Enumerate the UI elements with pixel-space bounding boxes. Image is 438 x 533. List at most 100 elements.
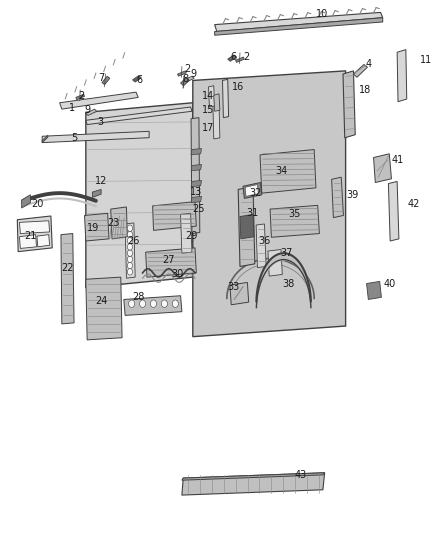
Polygon shape bbox=[215, 18, 383, 35]
Text: 15: 15 bbox=[202, 104, 215, 115]
Polygon shape bbox=[182, 473, 325, 495]
Text: 25: 25 bbox=[193, 204, 205, 214]
Text: 18: 18 bbox=[359, 85, 371, 95]
Text: 12: 12 bbox=[95, 176, 108, 187]
Text: 11: 11 bbox=[420, 55, 432, 65]
Text: 31: 31 bbox=[246, 208, 258, 219]
Polygon shape bbox=[19, 221, 49, 233]
Polygon shape bbox=[397, 50, 407, 102]
Polygon shape bbox=[76, 94, 85, 100]
Text: 8: 8 bbox=[182, 74, 188, 84]
Text: 3: 3 bbox=[97, 117, 103, 127]
Text: 6: 6 bbox=[137, 76, 143, 85]
Polygon shape bbox=[214, 94, 220, 111]
Polygon shape bbox=[353, 64, 367, 77]
Polygon shape bbox=[256, 224, 266, 268]
Polygon shape bbox=[42, 135, 48, 143]
Circle shape bbox=[140, 300, 146, 308]
Text: 40: 40 bbox=[384, 279, 396, 288]
Polygon shape bbox=[42, 131, 149, 143]
Polygon shape bbox=[223, 79, 229, 118]
Polygon shape bbox=[240, 214, 254, 239]
Polygon shape bbox=[85, 213, 109, 241]
Text: 23: 23 bbox=[107, 218, 120, 228]
Text: 20: 20 bbox=[31, 199, 43, 209]
Polygon shape bbox=[268, 249, 283, 276]
Text: 28: 28 bbox=[132, 292, 145, 302]
Polygon shape bbox=[60, 92, 138, 109]
Polygon shape bbox=[86, 103, 193, 288]
Polygon shape bbox=[37, 235, 49, 247]
Text: 35: 35 bbox=[289, 209, 301, 220]
Polygon shape bbox=[374, 154, 392, 182]
Polygon shape bbox=[213, 103, 220, 139]
Text: 14: 14 bbox=[202, 91, 215, 101]
Text: 10: 10 bbox=[316, 9, 328, 19]
Text: 16: 16 bbox=[232, 82, 244, 92]
Polygon shape bbox=[180, 213, 192, 253]
Text: 26: 26 bbox=[127, 236, 140, 246]
Polygon shape bbox=[61, 233, 74, 324]
Circle shape bbox=[127, 231, 133, 238]
Polygon shape bbox=[230, 282, 249, 305]
Circle shape bbox=[129, 300, 135, 308]
Text: 36: 36 bbox=[258, 236, 271, 246]
Circle shape bbox=[127, 244, 133, 250]
Polygon shape bbox=[133, 76, 141, 82]
Polygon shape bbox=[86, 277, 122, 340]
Polygon shape bbox=[245, 184, 258, 196]
Circle shape bbox=[172, 300, 178, 308]
Text: 17: 17 bbox=[202, 123, 215, 133]
Polygon shape bbox=[228, 55, 237, 61]
Text: 39: 39 bbox=[346, 190, 359, 200]
Polygon shape bbox=[191, 118, 200, 233]
Circle shape bbox=[127, 238, 133, 244]
Polygon shape bbox=[243, 182, 262, 198]
Polygon shape bbox=[183, 76, 194, 83]
Circle shape bbox=[161, 300, 167, 308]
Polygon shape bbox=[343, 71, 355, 138]
Text: 34: 34 bbox=[276, 166, 288, 176]
Text: 9: 9 bbox=[191, 69, 197, 79]
Text: 2: 2 bbox=[243, 52, 249, 61]
Text: 30: 30 bbox=[171, 270, 183, 279]
Polygon shape bbox=[332, 177, 343, 217]
Text: 24: 24 bbox=[95, 296, 108, 306]
Text: 6: 6 bbox=[230, 52, 237, 61]
Polygon shape bbox=[191, 165, 201, 171]
Circle shape bbox=[127, 250, 133, 256]
Polygon shape bbox=[193, 71, 346, 337]
Polygon shape bbox=[389, 181, 399, 241]
Polygon shape bbox=[260, 150, 316, 193]
Polygon shape bbox=[177, 71, 186, 76]
Text: 1: 1 bbox=[69, 103, 75, 113]
Text: 4: 4 bbox=[365, 60, 371, 69]
Circle shape bbox=[127, 262, 133, 269]
Circle shape bbox=[150, 300, 156, 308]
Polygon shape bbox=[102, 76, 110, 85]
Text: 43: 43 bbox=[295, 470, 307, 480]
Polygon shape bbox=[182, 473, 325, 480]
Text: 21: 21 bbox=[24, 231, 36, 241]
Polygon shape bbox=[270, 205, 319, 237]
Polygon shape bbox=[180, 78, 189, 86]
Polygon shape bbox=[215, 12, 383, 31]
Circle shape bbox=[127, 225, 133, 231]
Polygon shape bbox=[92, 189, 101, 197]
Text: 41: 41 bbox=[392, 155, 404, 165]
Polygon shape bbox=[111, 207, 127, 239]
Text: 2: 2 bbox=[184, 64, 191, 74]
Text: 42: 42 bbox=[408, 199, 420, 209]
Polygon shape bbox=[152, 201, 196, 230]
Text: 2: 2 bbox=[78, 91, 85, 101]
Text: 33: 33 bbox=[228, 282, 240, 292]
Polygon shape bbox=[236, 57, 244, 62]
Circle shape bbox=[127, 256, 133, 263]
Text: 9: 9 bbox=[84, 104, 90, 115]
Text: 22: 22 bbox=[62, 263, 74, 272]
Text: 7: 7 bbox=[99, 73, 105, 83]
Polygon shape bbox=[191, 196, 201, 203]
Polygon shape bbox=[21, 195, 30, 208]
Polygon shape bbox=[19, 235, 36, 248]
Polygon shape bbox=[17, 216, 52, 252]
